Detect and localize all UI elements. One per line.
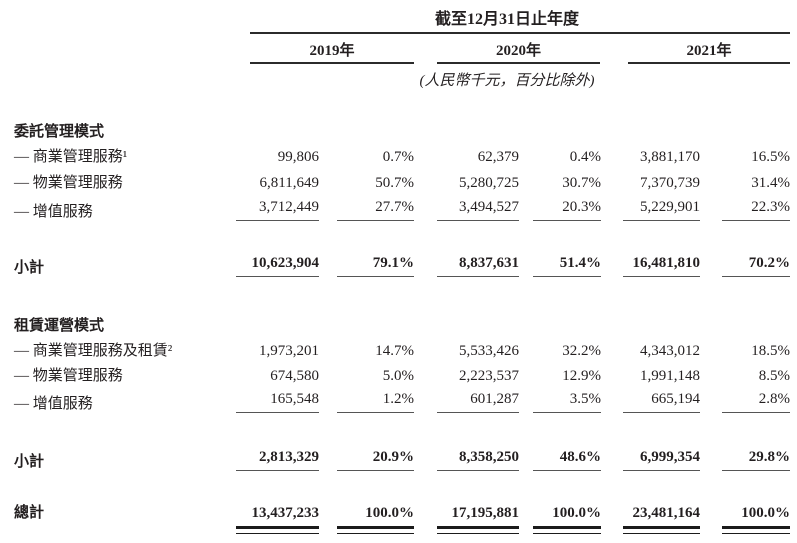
percent-cell-2019: 50.7% bbox=[375, 175, 414, 191]
amount-cell-2021: 23,481,164 bbox=[623, 504, 700, 535]
percent-cell-2021: 31.4% bbox=[751, 175, 790, 191]
data-row: — 物業管理服務 6,811,649 50.7% 5,280,725 30.7%… bbox=[14, 174, 790, 192]
row-label: 小計 bbox=[14, 260, 45, 276]
year-column-header-2019: 2019年 bbox=[250, 40, 414, 64]
percent-cell-2021: 70.2% bbox=[722, 254, 790, 277]
amount-cell-2021: 7,370,739 bbox=[640, 175, 700, 191]
subtotal-row: 小計 2,813,329 20.9% 8,358,250 48.6% 6,999… bbox=[14, 448, 790, 471]
percent-cell-2020: 51.4% bbox=[533, 254, 601, 277]
data-row: — 物業管理服務 674,580 5.0% 2,223,537 12.9% 1,… bbox=[14, 367, 790, 385]
data-row: — 商業管理服務¹ 99,806 0.7% 62,379 0.4% 3,881,… bbox=[14, 148, 790, 166]
percent-cell-2021: 22.3% bbox=[722, 198, 790, 221]
row-label: — 商業管理服務及租賃² bbox=[14, 343, 173, 359]
amount-cell-2020: 17,195,881 bbox=[437, 504, 519, 535]
percent-cell-2019: 20.9% bbox=[337, 448, 414, 471]
amount-cell-2020: 5,280,725 bbox=[459, 175, 519, 191]
amount-cell-2020: 8,837,631 bbox=[437, 254, 519, 277]
percent-cell-2019: 1.2% bbox=[337, 390, 414, 413]
amount-cell-2021: 4,343,012 bbox=[640, 343, 700, 359]
year-column-header-2021: 2021年 bbox=[628, 40, 790, 64]
section-header-row: 租賃運營模式 bbox=[14, 317, 790, 335]
percent-cell-2020: 30.7% bbox=[562, 175, 601, 191]
percent-cell-2020: 0.4% bbox=[569, 149, 601, 165]
subtotal-row: 小計 10,623,904 79.1% 8,837,631 51.4% 16,4… bbox=[14, 254, 790, 277]
amount-cell-2019: 165,548 bbox=[236, 390, 319, 413]
data-row: — 商業管理服務及租賃² 1,973,201 14.7% 5,533,426 3… bbox=[14, 342, 790, 360]
percent-cell-2021: 29.8% bbox=[722, 448, 790, 471]
amount-cell-2021: 1,991,148 bbox=[640, 368, 700, 384]
amount-cell-2020: 2,223,537 bbox=[459, 368, 519, 384]
data-row: — 增值服務 165,548 1.2% 601,287 3.5% 665,194… bbox=[14, 390, 790, 413]
header-rule bbox=[250, 32, 790, 34]
row-label: — 商業管理服務¹ bbox=[14, 149, 128, 165]
percent-cell-2019: 100.0% bbox=[337, 504, 414, 535]
unit-note: (人民幣千元，百分比除外) bbox=[419, 73, 595, 89]
amount-cell-2020: 8,358,250 bbox=[437, 448, 519, 471]
section-title: 租賃運營模式 bbox=[14, 318, 105, 334]
amount-cell-2020: 601,287 bbox=[437, 390, 519, 413]
period-header: 截至12月31日止年度 bbox=[434, 11, 580, 28]
percent-cell-2021: 100.0% bbox=[722, 504, 790, 535]
amount-cell-2019: 99,806 bbox=[277, 149, 319, 165]
percent-cell-2019: 79.1% bbox=[337, 254, 414, 277]
amount-cell-2021: 5,229,901 bbox=[623, 198, 700, 221]
amount-cell-2019: 10,623,904 bbox=[236, 254, 319, 277]
amount-cell-2021: 6,999,354 bbox=[623, 448, 700, 471]
row-label: — 增值服務 bbox=[14, 204, 93, 220]
data-row: — 增值服務 3,712,449 27.7% 3,494,527 20.3% 5… bbox=[14, 198, 790, 221]
amount-cell-2020: 62,379 bbox=[477, 149, 519, 165]
row-label: 小計 bbox=[14, 454, 45, 470]
amount-cell-2019: 674,580 bbox=[270, 368, 319, 384]
amount-cell-2020: 5,533,426 bbox=[459, 343, 519, 359]
amount-cell-2019: 6,811,649 bbox=[259, 175, 319, 191]
percent-cell-2020: 20.3% bbox=[533, 198, 601, 221]
percent-cell-2019: 0.7% bbox=[382, 149, 414, 165]
row-label: — 物業管理服務 bbox=[14, 368, 123, 384]
percent-cell-2020: 48.6% bbox=[533, 448, 601, 471]
amount-cell-2021: 3,881,170 bbox=[640, 149, 700, 165]
row-label: 總計 bbox=[14, 505, 45, 521]
amount-cell-2019: 2,813,329 bbox=[236, 448, 319, 471]
percent-cell-2020: 32.2% bbox=[562, 343, 601, 359]
percent-cell-2020: 100.0% bbox=[533, 504, 601, 535]
amount-cell-2019: 3,712,449 bbox=[236, 198, 319, 221]
percent-cell-2021: 16.5% bbox=[751, 149, 790, 165]
amount-cell-2021: 665,194 bbox=[623, 390, 700, 413]
total-row: 總計 13,437,233 100.0% 17,195,881 100.0% 2… bbox=[14, 504, 790, 535]
section-title: 委託管理模式 bbox=[14, 124, 105, 140]
percent-cell-2021: 2.8% bbox=[722, 390, 790, 413]
percent-cell-2019: 14.7% bbox=[375, 343, 414, 359]
percent-cell-2020: 12.9% bbox=[562, 368, 601, 384]
row-label: — 增值服務 bbox=[14, 396, 93, 412]
percent-cell-2021: 8.5% bbox=[758, 368, 790, 384]
percent-cell-2021: 18.5% bbox=[751, 343, 790, 359]
percent-cell-2020: 3.5% bbox=[533, 390, 601, 413]
amount-cell-2020: 3,494,527 bbox=[437, 198, 519, 221]
amount-cell-2019: 1,973,201 bbox=[259, 343, 319, 359]
year-column-header-2020: 2020年 bbox=[437, 40, 600, 64]
row-label: — 物業管理服務 bbox=[14, 175, 123, 191]
percent-cell-2019: 27.7% bbox=[337, 198, 414, 221]
amount-cell-2019: 13,437,233 bbox=[236, 504, 319, 535]
section-header-row: 委託管理模式 bbox=[14, 123, 790, 141]
amount-cell-2021: 16,481,810 bbox=[623, 254, 700, 277]
percent-cell-2019: 5.0% bbox=[382, 368, 414, 384]
